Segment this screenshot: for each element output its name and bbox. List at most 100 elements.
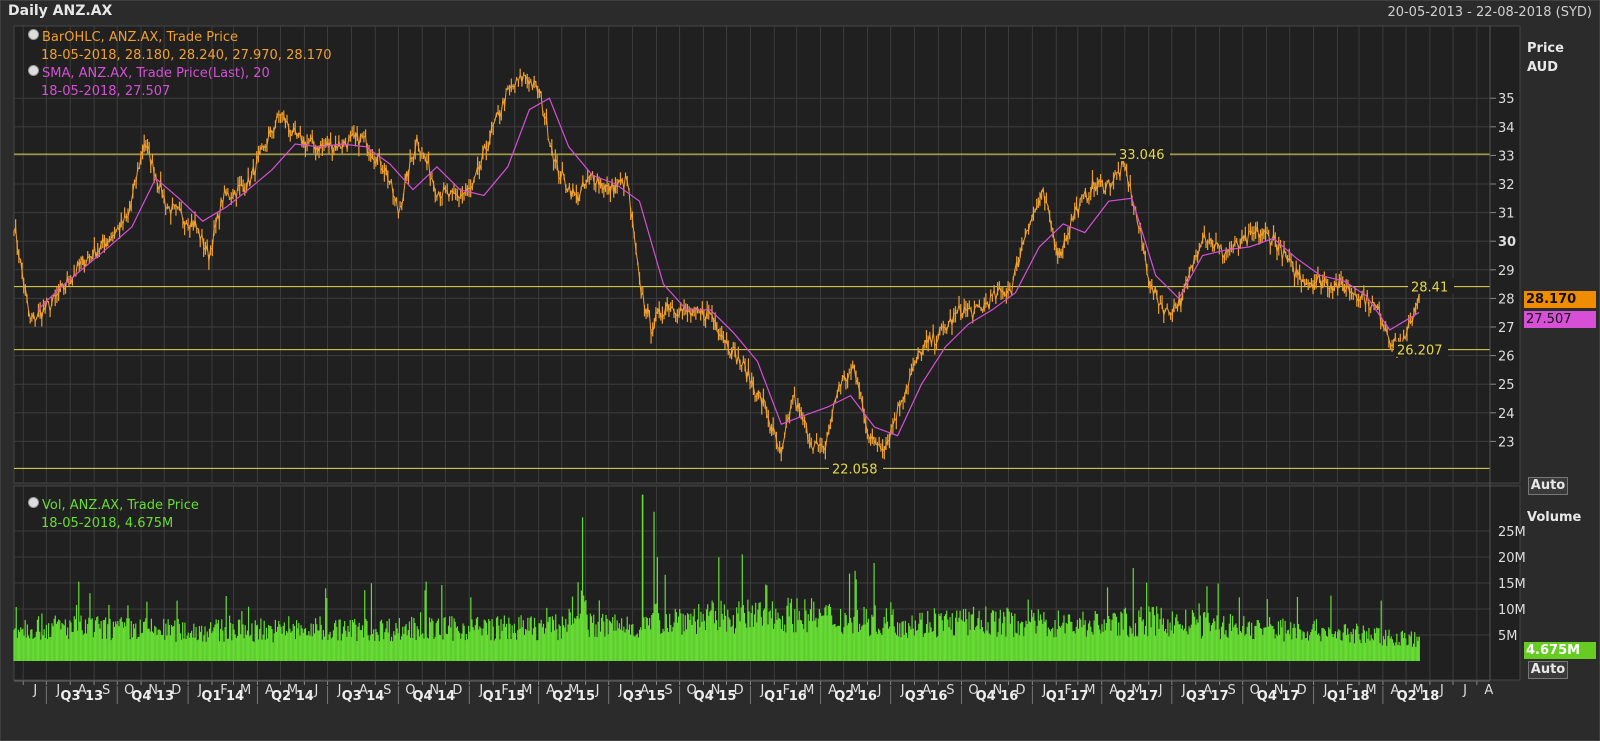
- month-label: M: [1131, 683, 1142, 698]
- vol-legend-value: 18-05-2018, 4.675M: [41, 516, 174, 531]
- month-label: J: [1181, 683, 1186, 698]
- month-label: M: [521, 683, 532, 698]
- price-auto-button[interactable]: Auto: [1528, 477, 1568, 495]
- quarter-label: Q3 16: [905, 689, 948, 704]
- month-label: J: [1439, 683, 1444, 698]
- quarter-label: Q3 14: [342, 689, 385, 704]
- price-axis-title-line2: AUD: [1527, 60, 1559, 75]
- month-label: A: [1484, 683, 1493, 698]
- price-tick-label: 25: [1498, 378, 1515, 393]
- volume-tick-label: 15M: [1498, 577, 1526, 592]
- reference-label-bg: [829, 460, 883, 476]
- quarter-label: Q3 15: [623, 689, 666, 704]
- month-label: J: [1041, 683, 1046, 698]
- month-label: M: [1084, 683, 1095, 698]
- ohlc-toggle-icon[interactable]: [28, 29, 39, 40]
- reference-label-bg: [1116, 146, 1170, 162]
- price-tick-label: 33: [1498, 149, 1515, 164]
- price-tick-label: 29: [1498, 264, 1515, 279]
- price-axis-title-line1: Price: [1527, 41, 1564, 56]
- month-label: J: [1323, 683, 1328, 698]
- month-label: M: [240, 683, 251, 698]
- reference-label: 28.41: [1411, 281, 1448, 296]
- quarter-label: Q4 16: [976, 689, 1019, 704]
- month-label: F: [501, 683, 508, 698]
- quarter-label: Q2 15: [552, 689, 595, 704]
- quarter-label: Q1 17: [1046, 689, 1089, 704]
- month-label: A: [1109, 683, 1118, 698]
- sma-line: [37, 97, 1420, 437]
- reference-label-bg: [1408, 278, 1454, 294]
- price-tick-label: 31: [1498, 207, 1515, 222]
- quarter-label: Q2 16: [834, 689, 877, 704]
- month-label: F: [1346, 683, 1353, 698]
- price-tick-label: 24: [1498, 407, 1515, 422]
- month-label: F: [783, 683, 790, 698]
- quarter-label: Q4 13: [131, 689, 174, 704]
- month-label: N: [993, 683, 1003, 698]
- month-label: N: [148, 683, 158, 698]
- quarter-label: Q2 17: [1115, 689, 1158, 704]
- month-label: J: [313, 683, 318, 698]
- month-label: N: [429, 683, 439, 698]
- quarter-label: Q2 18: [1397, 689, 1440, 704]
- price-tick-label: 32: [1498, 178, 1515, 193]
- quarter-label: Q1 14: [201, 689, 244, 704]
- volume-tick-label: 5M: [1498, 629, 1518, 644]
- price-legend: BarOHLC, ANZ.AX, Trade Price 18-05-2018,…: [28, 29, 332, 101]
- reference-label: 33.046: [1119, 148, 1165, 163]
- price-tick-label: 30: [1498, 235, 1516, 250]
- quarter-label: Q2 14: [271, 689, 314, 704]
- quarter-label: Q4 15: [694, 689, 737, 704]
- reference-label: 22.058: [832, 462, 878, 477]
- last-volume-tag: 4.675M: [1524, 642, 1596, 659]
- price-tick-label: 23: [1498, 435, 1515, 450]
- quarter-label: Q4 14: [412, 689, 455, 704]
- quarter-label: Q3 13: [60, 689, 103, 704]
- month-label: S: [1227, 683, 1235, 698]
- quarter-label: Q1 15: [483, 689, 526, 704]
- month-label: M: [850, 683, 861, 698]
- month-label: J: [55, 683, 60, 698]
- month-label: M: [1412, 683, 1423, 698]
- price-tick-label: 28: [1498, 292, 1515, 307]
- vol-legend-name: Vol, ANZ.AX, Trade Price: [42, 498, 199, 513]
- vol-toggle-icon[interactable]: [28, 497, 39, 508]
- month-label: S: [383, 683, 391, 698]
- reference-label: 26.207: [1397, 344, 1443, 359]
- month-label: D: [734, 683, 744, 698]
- month-label: D: [1297, 683, 1307, 698]
- last-price-tag: 28.170: [1524, 291, 1596, 308]
- month-label: S: [102, 683, 110, 698]
- quarter-label: Q3 17: [1186, 689, 1229, 704]
- month-label: D: [171, 683, 181, 698]
- quarter-label: Q1 16: [764, 689, 807, 704]
- ohlc-legend-value: 18-05-2018, 28.180, 28.240, 27.970, 28.1…: [41, 48, 332, 63]
- month-label: A: [265, 683, 274, 698]
- month-label: A: [640, 683, 649, 698]
- month-label: J: [1158, 683, 1163, 698]
- month-label: N: [1274, 683, 1284, 698]
- month-label: J: [877, 683, 882, 698]
- volume-tick-label: 25M: [1498, 525, 1526, 540]
- month-label: A: [1390, 683, 1399, 698]
- month-label: D: [452, 683, 462, 698]
- sma-toggle-icon[interactable]: [28, 65, 39, 76]
- price-axis-title: Price AUD: [1527, 39, 1564, 77]
- month-label: J: [900, 683, 905, 698]
- month-label: J: [337, 683, 342, 698]
- month-label: A: [828, 683, 837, 698]
- month-label: J: [1462, 683, 1467, 698]
- volume-auto-button[interactable]: Auto: [1528, 661, 1568, 679]
- month-label: D: [1016, 683, 1026, 698]
- volume-series: [13, 494, 1420, 661]
- volume-tick-label: 20M: [1498, 551, 1526, 566]
- month-label: A: [922, 683, 931, 698]
- sma-price-tag: 27.507: [1524, 311, 1596, 328]
- sma-legend-value: 18-05-2018, 27.507: [41, 84, 171, 99]
- quarter-label: Q1 18: [1327, 689, 1370, 704]
- date-range: 20-05-2013 - 22-08-2018 (SYD): [1387, 5, 1592, 20]
- month-label: N: [711, 683, 721, 698]
- month-label: A: [546, 683, 555, 698]
